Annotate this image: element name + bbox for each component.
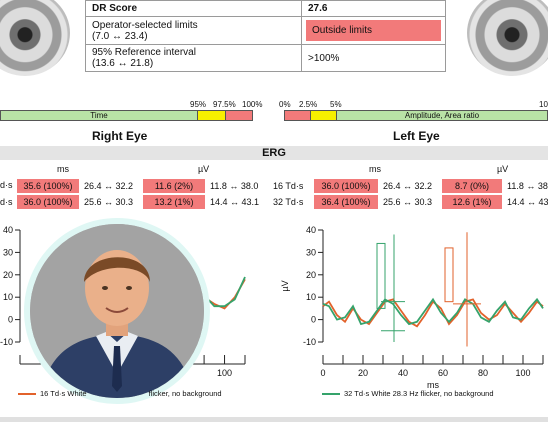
- reference-interval-row: 95% Reference interval (13.6 ↔ 21.8) >10…: [85, 44, 446, 72]
- right-row2-ms: 36.0 (100%): [17, 195, 79, 209]
- person-avatar-icon: [30, 224, 204, 398]
- x-tick-label: 80: [478, 368, 488, 378]
- reference-interval-range: (13.6 ↔ 21.8): [92, 58, 154, 69]
- series-line-1: [322, 297, 544, 326]
- right-chart-legend: 16 Td·s White flicker, no background: [18, 389, 222, 398]
- left-uv-header: µV: [497, 164, 509, 174]
- erg-section-header: ERG: [0, 146, 548, 160]
- left-row1-uv: 8.7 (0%): [442, 179, 502, 193]
- left-legend-label: 32 Td·s White 28.3 Hz flicker, no backgr…: [344, 389, 494, 398]
- reference-interval-label: 95% Reference interval (13.6 ↔ 21.8): [85, 44, 302, 72]
- right-row2-ms-range: 25.6 ↔ 30.3: [84, 197, 134, 207]
- left-row1-uv-range: 11.8 ↔ 38: [507, 181, 548, 191]
- x-tick-label: 100: [217, 368, 232, 378]
- operator-limits-label: Operator-selected limits (7.0 ↔ 23.4): [85, 16, 302, 45]
- left-row2-ms: 36.4 (100%): [314, 195, 378, 209]
- scale-tick-0: 0%: [279, 100, 291, 109]
- y-tick-label: 0: [8, 315, 13, 325]
- x-axis-label: ms: [427, 380, 439, 388]
- left-row1-ms-range: 26.4 ↔ 32.2: [383, 181, 433, 191]
- operator-limits-row: Operator-selected limits (7.0 ↔ 23.4) Ou…: [85, 16, 446, 45]
- scale-tick-10: 10: [539, 100, 548, 109]
- y-tick-label: 20: [3, 270, 13, 280]
- scale-tick-5: 5%: [330, 100, 342, 109]
- y-axis-label: µV: [280, 280, 290, 291]
- green-swatch-icon: [322, 393, 340, 396]
- amp-scale-warn-segment: [310, 110, 337, 121]
- y-tick-label: 10: [3, 292, 13, 302]
- reference-interval-title: 95% Reference interval: [92, 47, 196, 58]
- right-row1-ms: 35.6 (100%): [17, 179, 79, 193]
- profile-photo-frame: [24, 218, 210, 404]
- left-eye-photo: [467, 0, 548, 76]
- x-tick-label: 100: [515, 368, 530, 378]
- time-scale-label: Time: [90, 111, 108, 120]
- dr-score-value: 27.6: [301, 0, 446, 17]
- operator-limits-range: (7.0 ↔ 23.4): [92, 30, 148, 42]
- y-tick-label: 20: [306, 270, 316, 280]
- y-tick-label: -10: [0, 337, 13, 347]
- x-tick-label: 60: [438, 368, 448, 378]
- right-row1-stim: d·s: [0, 180, 13, 190]
- right-eye-photo: [0, 0, 70, 76]
- y-tick-label: 40: [3, 225, 13, 235]
- scale-tick-2-5: 2.5%: [299, 100, 318, 109]
- operator-limits-value-cell: Outside limits: [301, 16, 446, 45]
- dr-score-table: DR Score 27.6 Operator-selected limits (…: [85, 0, 446, 72]
- scale-tick-97-5: 97.5%: [213, 100, 236, 109]
- left-row2-uv: 12.6 (1%): [442, 195, 502, 209]
- y-tick-label: 10: [306, 292, 316, 302]
- amp-scale-label: Amplitude, Area ratio: [404, 111, 480, 120]
- y-tick-label: 30: [306, 247, 316, 257]
- right-uv-header: µV: [198, 164, 210, 174]
- right-row2-uv: 13.2 (1%): [143, 195, 205, 209]
- left-row1-ms: 36.0 (100%): [314, 179, 378, 193]
- right-legend-tail: flicker, no background: [148, 389, 222, 398]
- left-row2-ms-range: 25.6 ↔ 30.3: [383, 197, 433, 207]
- left-ms-header: ms: [369, 164, 381, 174]
- right-row2-stim: d·s: [0, 197, 13, 207]
- left-row2-stim: 32 Td·s: [273, 197, 304, 207]
- y-tick-label: 30: [3, 247, 13, 257]
- next-section-header: [0, 417, 548, 422]
- scale-tick-100: 100%: [242, 100, 263, 109]
- left-row2-uv-range: 14.4 ↔ 43: [507, 197, 548, 207]
- x-tick-label: 20: [358, 368, 368, 378]
- right-legend-label: 16 Td·s White: [40, 389, 87, 398]
- operator-limits-title: Operator-selected limits: [92, 19, 198, 31]
- dr-score-row: DR Score 27.6: [85, 0, 446, 17]
- right-row1-uv-range: 11.8 ↔ 38.0: [210, 181, 259, 191]
- right-row1-ms-range: 26.4 ↔ 32.2: [84, 181, 134, 191]
- x-tick-label: 40: [398, 368, 408, 378]
- orange-marker-box: [444, 247, 454, 303]
- right-row2-uv-range: 14.4 ↔ 43.1: [210, 197, 260, 207]
- y-tick-label: 0: [311, 315, 316, 325]
- right-ms-header: ms: [57, 164, 69, 174]
- green-marker-box: [376, 242, 386, 309]
- left-eye-heading: Left Eye: [393, 129, 440, 143]
- right-eye-heading: Right Eye: [92, 129, 148, 143]
- y-tick-label: -10: [303, 337, 316, 347]
- time-scale-warn-segment: [197, 110, 226, 121]
- profile-photo: [30, 224, 204, 398]
- reference-interval-value: >100%: [301, 44, 446, 72]
- x-tick-label: 0: [320, 368, 325, 378]
- scale-tick-95: 95%: [190, 100, 207, 109]
- amp-scale-outside-segment: [284, 110, 311, 121]
- left-chart-legend: 32 Td·s White 28.3 Hz flicker, no backgr…: [322, 389, 494, 398]
- y-tick-label: 40: [306, 225, 316, 235]
- orange-swatch-icon: [18, 393, 36, 396]
- left-row1-stim: 16 Td·s: [273, 181, 304, 191]
- operator-limits-status: Outside limits: [306, 20, 441, 41]
- dr-score-label: DR Score: [85, 0, 302, 17]
- time-scale-outside-segment: [225, 110, 253, 121]
- right-row1-uv: 11.6 (2%): [143, 179, 205, 193]
